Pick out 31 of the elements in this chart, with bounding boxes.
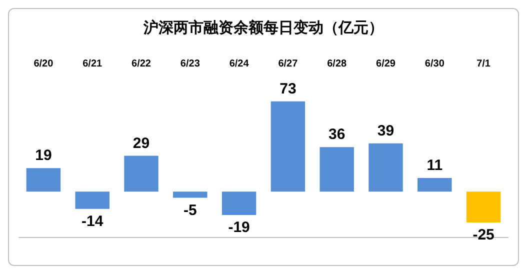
bar [173,192,208,198]
bar [26,168,61,192]
bar [418,178,452,192]
x-tick-label: 6/28 [327,58,348,70]
data-label: -19 [228,219,250,236]
data-label: -5 [183,202,197,219]
x-tick-label: 6/27 [278,58,298,70]
data-label: 19 [35,147,52,164]
x-tick-label: 7/1 [476,58,491,70]
x-tick-label: 6/21 [82,58,103,70]
data-label: 11 [426,157,443,174]
x-tick-label: 6/20 [34,58,54,70]
bar [466,192,501,222]
bar [368,143,403,192]
x-tick-label: 6/30 [424,58,445,70]
x-tick-label: 6/24 [229,58,250,70]
x-tick-label: 6/23 [180,58,200,70]
chart-title: 沪深两市融资余额每日变动（亿元） [142,18,384,36]
data-label: -25 [472,226,494,244]
bar [320,147,354,192]
bar [75,192,110,209]
data-label: 73 [280,80,296,98]
x-tick-label: 6/22 [132,58,152,70]
data-label: 29 [132,134,150,152]
bar [222,192,256,216]
bar [124,156,158,192]
x-tick-label: 6/29 [376,58,396,70]
data-label: -14 [82,212,104,230]
data-label: 39 [377,122,394,140]
data-label: 36 [328,126,346,144]
bar [270,101,306,192]
